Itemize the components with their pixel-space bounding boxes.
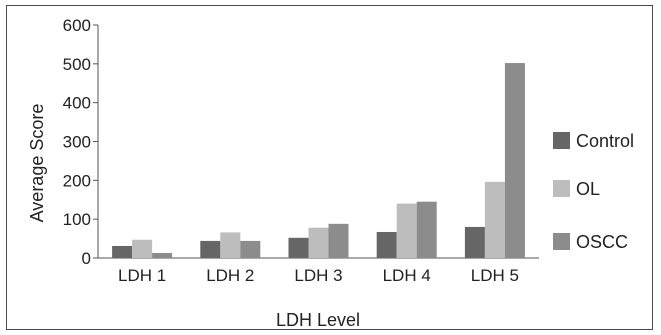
bar-ol-ldh-1 [132,239,153,258]
bar-control-ldh-1 [112,245,133,258]
bar-ol-ldh-4 [396,203,417,258]
legend-swatch-oscc [553,233,570,250]
bar-control-ldh-2 [200,240,221,258]
bars [112,63,525,258]
y-tick-label: 0 [82,249,91,268]
bar-control-ldh-3 [288,237,309,258]
chart-frame [6,5,653,330]
y-tick-label: 500 [63,55,91,74]
x-tick-label: LDH 5 [471,266,519,285]
y-tick-label: 600 [63,16,91,35]
legend-label-ol: OL [576,179,600,199]
bar-ol-ldh-5 [484,181,505,258]
legend-swatch-control [553,132,570,149]
legend-swatch-ol [553,180,570,197]
x-tick-label: LDH 1 [118,266,166,285]
y-axis: 0 100 200 300 400 500 600 [63,16,99,268]
x-axis-label: LDH Level [276,310,360,330]
y-axis-label: Average Score [27,104,47,223]
bar-oscc-ldh-3 [328,223,349,258]
bar-ol-ldh-3 [308,227,329,258]
bar-control-ldh-5 [464,226,485,258]
bar-ol-ldh-2 [220,232,241,258]
legend-label-control: Control [576,131,634,151]
bar-oscc-ldh-1 [152,252,173,258]
x-tick-label: LDH 3 [294,266,342,285]
bar-control-ldh-4 [376,231,397,258]
bar-oscc-ldh-4 [416,201,437,258]
x-tick-label: LDH 4 [383,266,431,285]
bar-oscc-ldh-5 [504,63,525,258]
x-axis: LDH 1 LDH 2 LDH 3 LDH 4 LDH 5 [98,257,539,285]
y-tick-label: 400 [63,94,91,113]
y-tick-label: 200 [63,171,91,190]
y-tick-label: 100 [63,210,91,229]
legend-label-oscc: OSCC [576,232,628,252]
bar-oscc-ldh-2 [240,240,261,258]
legend: Control OL OSCC [553,131,634,252]
y-tick-label: 300 [63,133,91,152]
x-tick-label: LDH 2 [206,266,254,285]
